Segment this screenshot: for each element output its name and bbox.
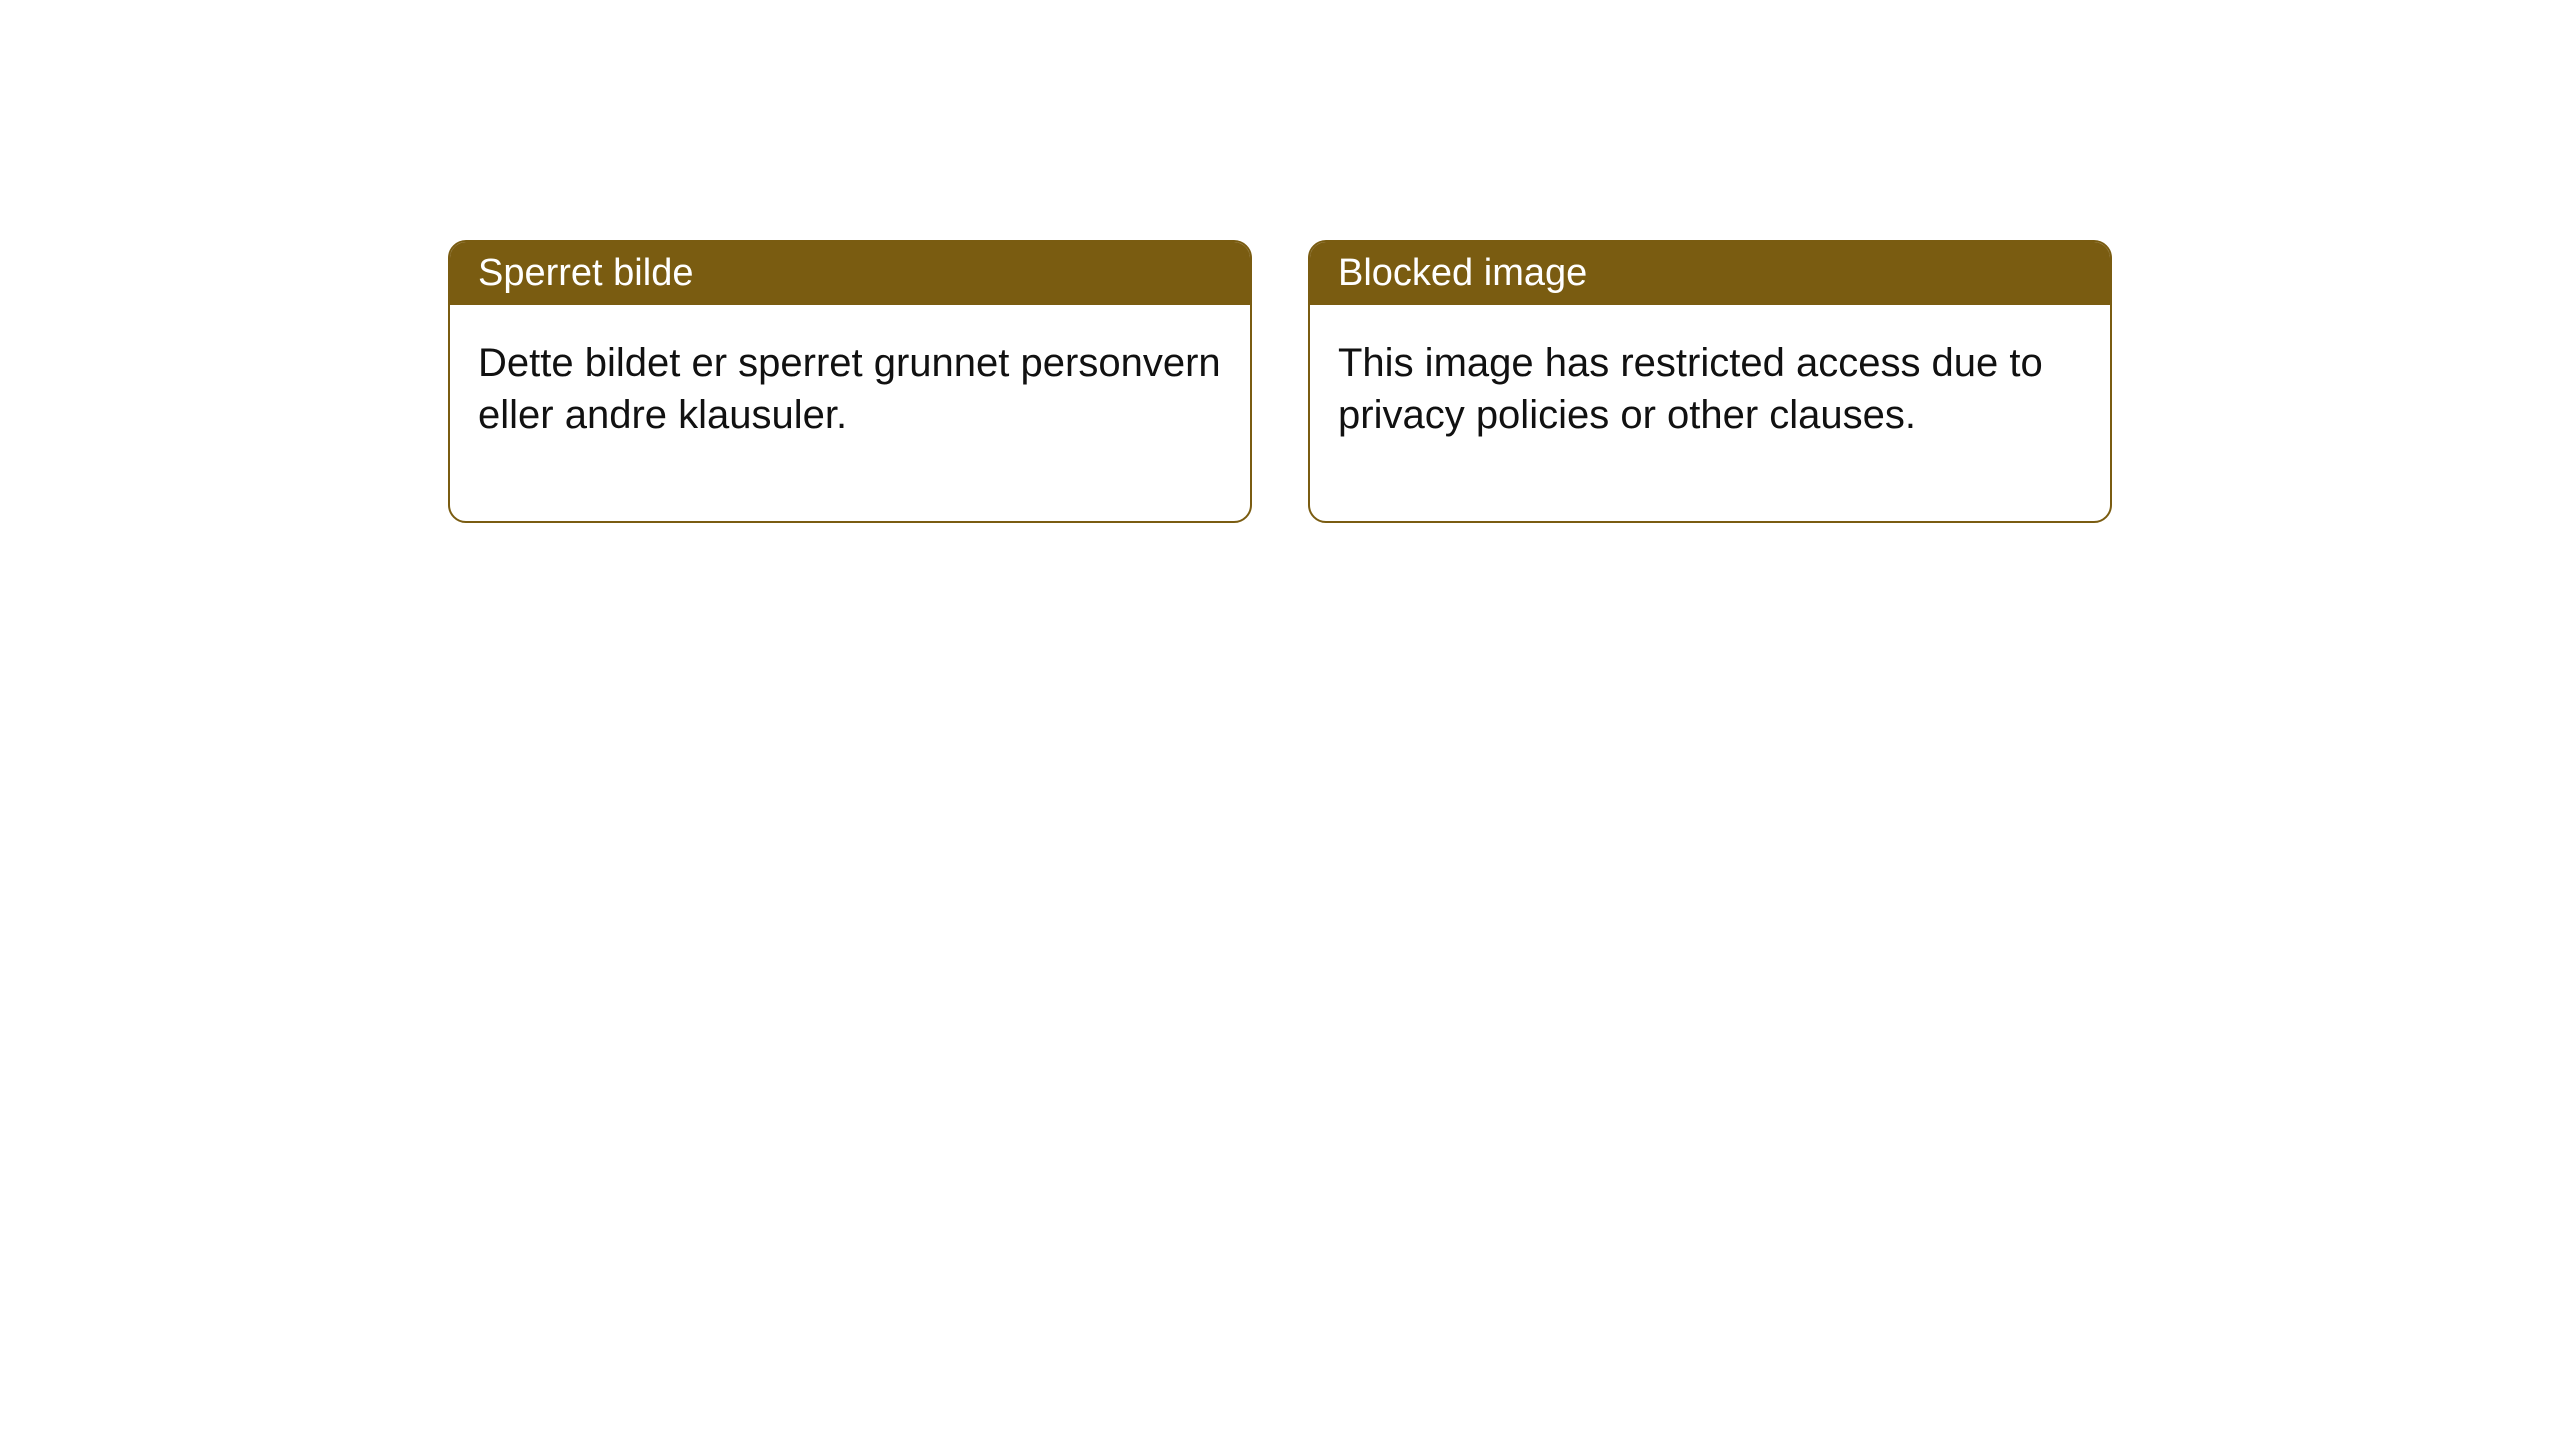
card-title-en: Blocked image [1338, 252, 1587, 294]
card-header-en: Blocked image [1310, 242, 2110, 305]
card-body-en: This image has restricted access due to … [1310, 305, 2110, 521]
cards-container: Sperret bilde Dette bildet er sperret gr… [0, 0, 2560, 523]
card-body-text-no: Dette bildet er sperret grunnet personve… [478, 341, 1221, 437]
blocked-image-card-no: Sperret bilde Dette bildet er sperret gr… [448, 240, 1252, 523]
blocked-image-card-en: Blocked image This image has restricted … [1308, 240, 2112, 523]
card-body-no: Dette bildet er sperret grunnet personve… [450, 305, 1250, 521]
card-header-no: Sperret bilde [450, 242, 1250, 305]
card-body-text-en: This image has restricted access due to … [1338, 341, 2043, 437]
card-title-no: Sperret bilde [478, 252, 693, 294]
